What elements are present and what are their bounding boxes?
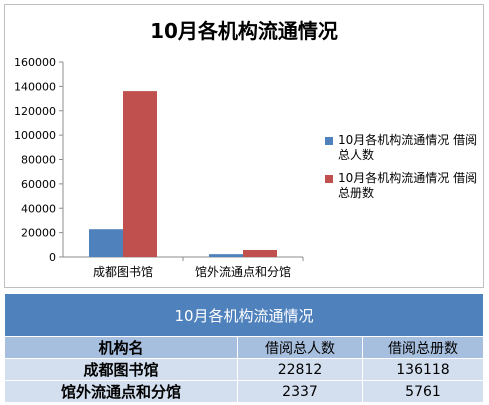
cell-org: 馆外流通点和分馆 — [4, 380, 238, 403]
bar — [243, 249, 277, 257]
table-title: 10月各机构流通情况 — [4, 293, 484, 337]
cell-books: 5761 — [362, 380, 484, 403]
bar — [89, 229, 123, 257]
table-row: 馆外流通点和分馆 2337 5761 — [4, 380, 484, 403]
chart-title: 10月各机构流通情况 — [150, 19, 338, 43]
legend: 10月各机构流通情况 借阅总人数 10月各机构流通情况 借阅总册数 — [325, 133, 480, 209]
cell-people: 22812 — [237, 358, 363, 381]
bar — [123, 91, 157, 257]
cell-org: 成都图书馆 — [4, 358, 238, 381]
table-row: 成都图书馆 22812 136118 — [4, 358, 484, 381]
bar-chart: 0 20000 40000 60000 80000 100000 120000 140000 1… — [14, 56, 304, 279]
legend-item-books: 10月各机构流通情况 借阅总册数 — [325, 171, 480, 201]
legend-swatch-books — [325, 175, 333, 183]
x-tick-label: 馆外流通点和分馆 — [195, 264, 291, 279]
bar — [209, 254, 243, 257]
table-header-row: 机构名 借阅总人数 借阅总册数 — [4, 336, 484, 359]
y-tick-label: 100000 — [14, 129, 56, 142]
y-tick-label: 0 — [49, 251, 56, 264]
x-tick-label: 成都图书馆 — [93, 264, 153, 279]
y-tick-label: 80000 — [21, 154, 56, 167]
header-people: 借阅总人数 — [237, 336, 363, 359]
y-tick-label: 40000 — [21, 202, 56, 215]
legend-item-people: 10月各机构流通情况 借阅总人数 — [325, 133, 480, 163]
legend-label-people: 10月各机构流通情况 借阅总人数 — [338, 133, 478, 162]
y-tick-label: 160000 — [14, 56, 56, 69]
chart-area: 10月各机构流通情况 0 20000 40000 60000 80000 100000 12… — [4, 4, 484, 288]
header-org: 机构名 — [4, 336, 238, 359]
y-tick-label: 120000 — [14, 105, 56, 118]
data-table: 10月各机构流通情况 机构名 借阅总人数 借阅总册数 成都图书馆 22812 1… — [4, 293, 484, 403]
cell-people: 2337 — [237, 380, 363, 403]
y-tick-label: 60000 — [21, 178, 56, 191]
y-tick-label: 20000 — [21, 227, 56, 240]
cell-books: 136118 — [362, 358, 484, 381]
y-tick-label: 140000 — [14, 80, 56, 93]
header-books: 借阅总册数 — [362, 336, 484, 359]
legend-label-books: 10月各机构流通情况 借阅总册数 — [338, 171, 478, 200]
legend-swatch-people — [325, 137, 333, 145]
